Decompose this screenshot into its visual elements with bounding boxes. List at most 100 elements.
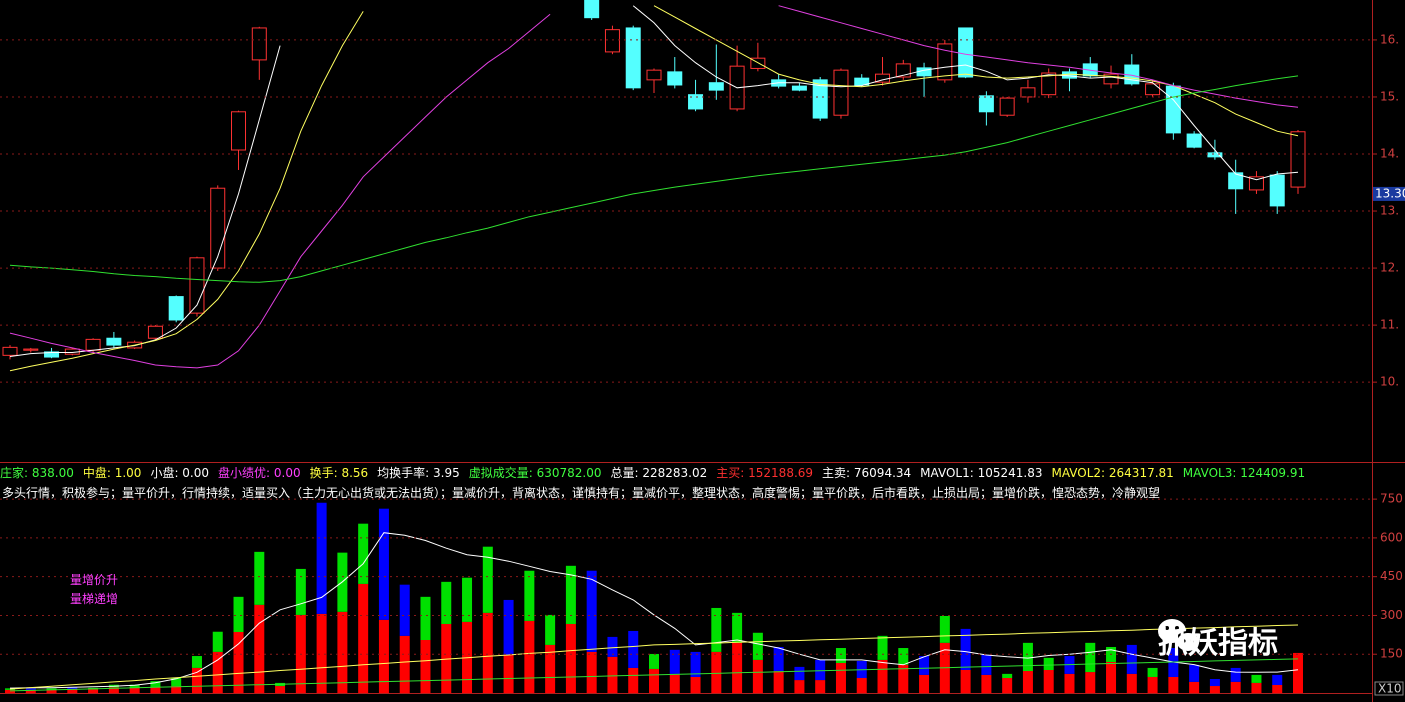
volume-bar: [150, 681, 161, 688]
volume-bar: [1293, 652, 1303, 693]
volume-bar: [586, 651, 597, 693]
volume-bar: [628, 667, 639, 693]
volume-bar: [981, 674, 992, 693]
volume-bar: [1272, 684, 1283, 693]
volume-bar: [254, 604, 265, 693]
volume-bar: [254, 551, 265, 605]
price-pane: [2, 0, 1306, 372]
volume-bar: [545, 614, 556, 645]
candle-body: [1290, 131, 1306, 188]
candle-body: [978, 95, 994, 113]
candle-body: [1020, 87, 1036, 98]
unit-box: [1374, 681, 1404, 696]
ma-line: [9, 658, 1299, 692]
last-price-box: [1373, 186, 1405, 201]
volume-bar: [1043, 657, 1054, 670]
candle-body: [667, 71, 683, 86]
indicator: 换手: 8.56: [309, 466, 369, 480]
candle-body: [189, 257, 205, 314]
volume-bar: [399, 635, 410, 693]
candle-body: [750, 57, 766, 69]
volume-bar: [939, 615, 950, 643]
volume-bar: [233, 596, 244, 632]
volume-bar: [25, 689, 36, 693]
volume-bar: [649, 653, 659, 669]
annotation: 量增价升: [70, 573, 119, 587]
wechat-icon: [1158, 619, 1201, 653]
candle-body: [1103, 73, 1119, 85]
volume-bar: [960, 669, 971, 693]
volume-bar: [46, 689, 57, 693]
volume-bar: [129, 684, 140, 688]
candle-body: [1041, 72, 1057, 96]
y-tick-label: 16.: [1380, 32, 1399, 46]
candle-body: [168, 296, 184, 321]
volume-bar: [1022, 642, 1033, 672]
volume-bar: [1085, 672, 1096, 693]
candle-body: [584, 0, 600, 19]
volume-bar: [212, 631, 223, 652]
candle-body: [85, 338, 101, 351]
volume-bar: [856, 678, 867, 693]
volume-bar: [545, 644, 556, 693]
ma-line: [9, 5, 1299, 372]
volume-bar: [1085, 642, 1096, 673]
candle-body: [1228, 172, 1244, 190]
candle-body: [44, 351, 60, 358]
volume-bar: [441, 581, 452, 624]
volume-bar: [358, 523, 369, 584]
volume-bar: [773, 671, 784, 693]
candle-body: [791, 85, 807, 91]
volume-bar: [1251, 674, 1262, 683]
volume-bar: [1251, 682, 1262, 693]
volume-bar: [732, 612, 743, 643]
volume-bar: [1022, 671, 1033, 693]
volume-bar: [1230, 681, 1241, 693]
volume-bar: [1230, 667, 1241, 682]
y-tick-label: 10.: [1380, 375, 1399, 389]
candle-body: [937, 43, 953, 81]
volume-bar: [1106, 661, 1117, 693]
volume-bar: [1064, 673, 1075, 693]
volume-bar: [565, 623, 576, 693]
volume-bar: [1168, 676, 1179, 693]
volume-bar: [46, 688, 57, 690]
last-price-label: 13.30: [1375, 186, 1405, 200]
volume-bar: [1126, 644, 1137, 674]
volume-bar: [1209, 679, 1220, 687]
candle-body: [1269, 174, 1285, 207]
volume-bar: [877, 635, 888, 660]
volume-bar: [815, 680, 826, 693]
annotation: 量梯递增: [70, 592, 119, 606]
volume-bar: [171, 686, 182, 693]
candle-body: [625, 27, 641, 89]
volume-bar: [482, 546, 493, 613]
volume-bar: [191, 656, 202, 668]
indicator: MAVOL1: 105241.83: [920, 466, 1043, 480]
ma-line: [9, 75, 1299, 283]
candle-body: [646, 69, 662, 81]
indicator: MAVOL3: 124409.91: [1182, 466, 1306, 480]
candle-body: [2, 346, 18, 356]
candle-body: [147, 325, 163, 339]
ma-line: [9, 5, 1299, 369]
volume-bar: [607, 636, 618, 657]
candle-body: [1207, 152, 1223, 158]
volume-bar: [815, 659, 826, 681]
volume-bar: [25, 688, 36, 690]
candle-body: [999, 97, 1015, 116]
indicator: 庄家: 838.00: [0, 466, 74, 480]
candle-body: [604, 29, 620, 53]
volume-bar: [5, 688, 15, 690]
ma-line: [9, 624, 1299, 690]
indicator: 总量: 228283.02: [610, 466, 708, 480]
y-tick-label: 150: [1380, 647, 1403, 661]
candle-body: [958, 27, 974, 78]
candle-body: [1248, 176, 1264, 191]
candle-body: [251, 27, 267, 61]
y-tick-label: 750: [1380, 492, 1403, 506]
volume-bar: [503, 599, 514, 655]
indicator: 小盘: 0.00: [150, 466, 210, 480]
volume-bar: [67, 689, 78, 693]
